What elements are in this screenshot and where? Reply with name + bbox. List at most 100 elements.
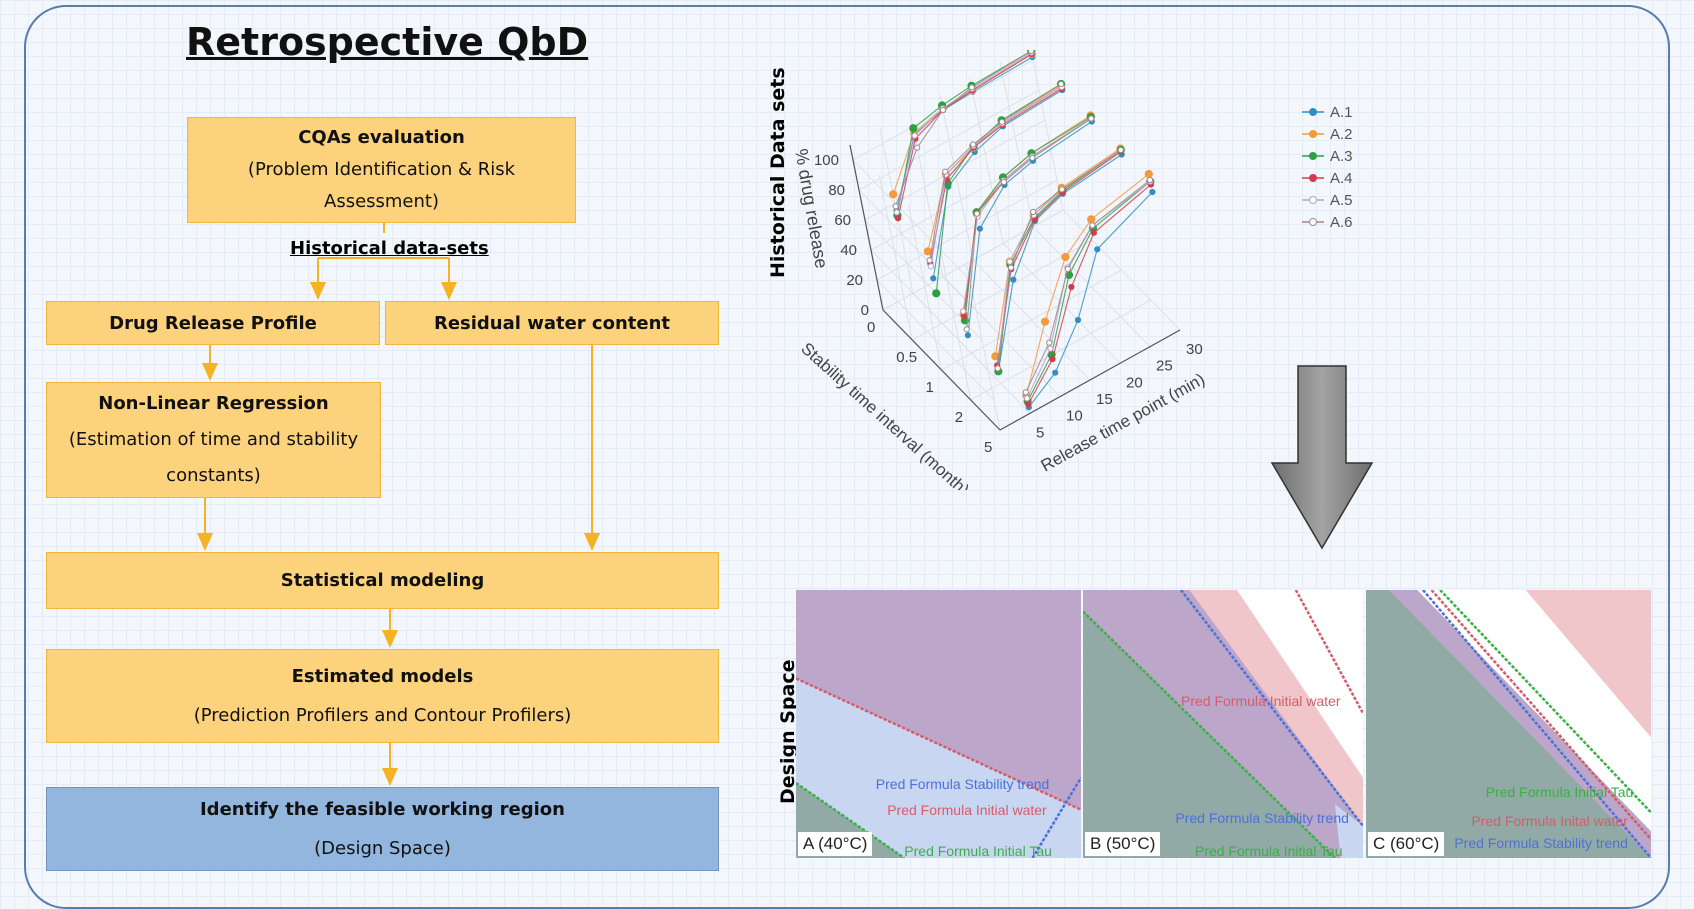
contour-label-water: Pred Formula Initial water [887, 802, 1047, 819]
historical-datasets-label: Historical data-sets [290, 238, 489, 259]
legend-label: A.3 [1330, 148, 1353, 165]
time-tick-label: 5 [1036, 424, 1044, 441]
data-point-A.6 [968, 84, 975, 91]
data-point-A.1 [1149, 188, 1156, 196]
identify-subtitle: (Design Space) [314, 838, 451, 859]
design-space-panel-a [796, 590, 1081, 858]
data-point-A.6 [1088, 115, 1095, 122]
data-point-A.6 [1028, 50, 1035, 55]
data-point-A.2 [1087, 215, 1096, 224]
data-point-A.2 [889, 190, 898, 199]
data-point-A.5 [911, 132, 918, 139]
legend-marker [1309, 218, 1317, 226]
series-line-A.5 [962, 118, 1092, 312]
data-point-A.6 [1117, 146, 1124, 154]
data-point-A.6 [994, 365, 1001, 372]
gridline [969, 78, 1004, 244]
gridline [908, 204, 942, 371]
data-point-A.2 [1040, 317, 1050, 326]
data-point-A.1 [1074, 316, 1082, 324]
data-point-A.1 [1094, 246, 1101, 253]
contour-label-tau: Pred Formula Initial Tau [904, 842, 1052, 859]
series-line-A.3 [997, 149, 1122, 372]
data-point-A.6 [1058, 186, 1066, 193]
legend-marker [1309, 196, 1317, 204]
contour-label-water: Pred Formula Initial water [1181, 692, 1341, 709]
statistical-modeling-box: Statistical modeling [46, 552, 719, 609]
statistical-label: Statistical modeling [280, 570, 485, 591]
legend-marker [1309, 108, 1317, 116]
stability-axis [882, 309, 1001, 431]
region [1366, 590, 1651, 858]
grid [849, 50, 1181, 431]
data-point-A.6 [939, 106, 947, 114]
stability-tick-label: 2 [955, 409, 963, 426]
data-point-A.6 [1064, 265, 1071, 273]
data-point-A.5 [960, 308, 967, 315]
time-tick-label: 10 [1066, 408, 1083, 425]
time-tick-label: 25 [1156, 358, 1173, 375]
region [796, 678, 1081, 858]
time-axis-label: Release time point (min) [1038, 370, 1208, 476]
contour-line [1179, 590, 1363, 827]
data-point-A.6 [963, 326, 970, 333]
legend-label: A.5 [1330, 192, 1353, 209]
contour-line [1083, 610, 1336, 858]
residual-water-label: Residual water content [433, 312, 671, 334]
data-point-A.4 [1090, 229, 1097, 236]
z-tick-label: 60 [834, 212, 851, 229]
series-line-A.3 [1027, 181, 1151, 402]
data-point-A.6 [1089, 222, 1096, 229]
data-point-A.6 [892, 203, 899, 210]
data-point-A.1 [976, 225, 983, 232]
chart-legend: A.1 A.2 A.3 A.4 A.5 A.6 [1302, 104, 1353, 231]
data-point-A.6 [998, 118, 1006, 125]
gridline [1030, 50, 1064, 211]
region [1525, 590, 1651, 738]
stability-tick-label: 0.5 [896, 349, 917, 366]
series-line-A.4 [897, 53, 1033, 219]
data-point-A.6 [914, 144, 921, 151]
contour-label-stability: Pred Formula Stability trend [875, 775, 1050, 792]
data-point-A.4 [1025, 401, 1032, 408]
contour-line [1031, 777, 1081, 858]
contour-line [1430, 590, 1651, 841]
data-point-A.5 [1023, 395, 1031, 402]
gridline [939, 94, 974, 261]
data-point-A.6 [1146, 176, 1154, 184]
identify-title: Identify the feasible working region [199, 799, 565, 820]
data-point-A.6 [1007, 264, 1015, 271]
design-space-panel-c [1366, 590, 1651, 858]
contour-label-tau: Pred Formula Initial Tau [1485, 783, 1634, 800]
z-axis [849, 144, 884, 311]
panel-label: C (60°C) [1368, 832, 1445, 856]
legend-marker [1309, 174, 1317, 182]
data-point-A.1 [930, 275, 937, 282]
data-point-A.6 [1057, 80, 1065, 88]
data-point-A.4 [894, 215, 902, 222]
data-point-A.4 [1049, 356, 1056, 363]
contour-line [796, 781, 906, 858]
stability-tick-label: 1 [926, 379, 934, 396]
data-point-A.2 [1061, 252, 1070, 262]
data-point-A.6 [1022, 389, 1029, 396]
residual-water-box: Residual water content [385, 301, 719, 345]
data-point-A.6 [970, 141, 977, 148]
contour-line [1439, 590, 1651, 814]
panel-label: B (50°C) [1085, 832, 1161, 856]
axes [849, 144, 1181, 431]
z-tick-label: 0 [861, 302, 869, 319]
legend-marker [1309, 152, 1317, 160]
data-point-A.6 [1029, 154, 1036, 161]
historical-data-sets-label: Historical Data sets [767, 67, 789, 278]
legend-marker [1309, 130, 1317, 138]
cqas-subtitle: (Problem Identification & Risk Assessmen… [247, 159, 516, 212]
data-point-A.5 [893, 209, 900, 216]
estimated-title: Estimated models [291, 666, 474, 687]
estimated-subtitle: (Prediction Profilers and Contour Profil… [193, 705, 572, 726]
region [1335, 804, 1363, 858]
data-point-A.5 [1006, 258, 1013, 265]
z-tick-label: 20 [846, 272, 863, 289]
z-tick-label: 80 [828, 182, 845, 199]
contour-label-stability: Pred Formula Stability trend [1454, 834, 1628, 851]
